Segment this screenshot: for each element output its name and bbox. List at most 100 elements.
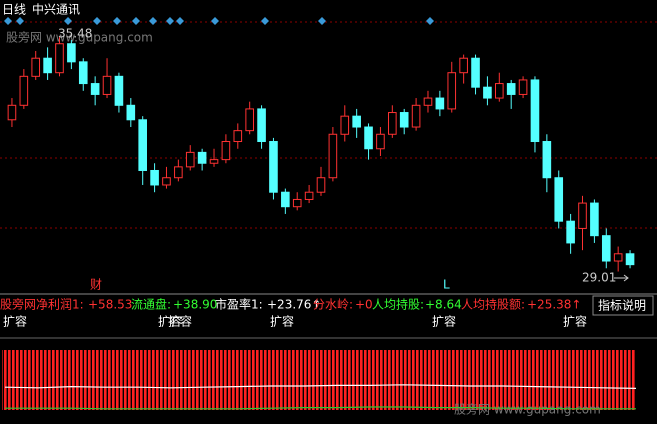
candle-body	[281, 191, 290, 208]
event-label: 扩容	[168, 314, 192, 329]
candle-body	[162, 177, 171, 186]
high-label: 35.48	[58, 27, 92, 41]
signal-diamond	[113, 17, 121, 25]
candle-body	[233, 130, 243, 143]
candle-body	[542, 141, 552, 179]
candle-body	[554, 177, 564, 222]
low-label: 29.01	[582, 271, 616, 285]
candle-body	[518, 79, 528, 95]
candle-body	[506, 83, 516, 95]
candle-body	[43, 57, 52, 74]
candle-body	[447, 72, 457, 110]
candle-body	[352, 115, 361, 128]
candle-body	[601, 235, 611, 262]
candle-body	[483, 86, 492, 99]
indicator-label: 人均持股额:	[461, 297, 525, 312]
candle-body	[78, 61, 88, 85]
indicator-line	[4, 384, 637, 389]
signal-diamond	[318, 17, 326, 25]
candle-body	[423, 97, 433, 106]
signal-diamond	[166, 17, 174, 25]
watermark: 股旁网 www.gupang.com	[454, 402, 601, 417]
candle-body	[316, 177, 326, 193]
indicator-value: +58.53	[88, 298, 132, 312]
indicator-label: 分水岭:	[313, 298, 353, 312]
candle-body	[257, 108, 266, 143]
signal-diamond	[426, 17, 434, 25]
candle-body	[471, 57, 480, 88]
candle-body	[459, 57, 468, 74]
candle-body	[613, 253, 623, 262]
candle-body	[7, 104, 17, 121]
candle-body	[625, 253, 635, 266]
candle-body	[221, 141, 231, 161]
indicator-line	[5, 406, 636, 410]
signal-marker: L	[443, 278, 450, 292]
indicator-value: +38.90	[173, 298, 217, 312]
candle-body	[566, 220, 575, 244]
candle-body	[102, 75, 112, 95]
candle-body	[304, 191, 314, 200]
candle-body	[174, 166, 183, 179]
candle-body	[328, 133, 338, 179]
indicator-label: 人均持股:	[372, 297, 424, 312]
finance-marker: 财	[90, 278, 102, 292]
signal-diamond	[261, 17, 269, 25]
candle-body	[411, 104, 421, 128]
candle-body	[55, 43, 64, 74]
signal-diamond	[211, 17, 219, 25]
indicator-button-label[interactable]: 指标说明	[598, 298, 646, 313]
candle-body	[269, 141, 278, 193]
watermark: 股旁网 www.gupang.com	[6, 30, 153, 45]
candle-body	[90, 83, 100, 95]
indicator-value: +0	[355, 298, 373, 312]
chart-subtitle: 中兴通讯	[32, 2, 80, 17]
candle-body	[114, 75, 124, 106]
indicator-label: 市盈率1:	[215, 297, 263, 312]
indicator-source: 股旁网	[0, 297, 36, 312]
candle-body	[126, 104, 136, 121]
signal-diamond	[64, 17, 72, 25]
signal-diamond	[4, 17, 12, 25]
candle-body	[340, 115, 350, 135]
candle-body	[67, 43, 76, 63]
signal-diamond	[176, 17, 184, 25]
candle-body	[435, 97, 445, 110]
lower-panel-bars	[2, 350, 636, 410]
candle-body	[245, 108, 254, 132]
candle-body	[138, 119, 148, 171]
signal-diamond	[132, 17, 140, 25]
signal-diamond	[93, 17, 101, 25]
candle-body	[399, 112, 409, 128]
candle-body	[578, 202, 587, 229]
candle-body	[364, 126, 373, 150]
candle-body	[19, 75, 29, 106]
indicator-value: +25.38↑	[527, 298, 581, 312]
indicator-value: +8.64	[425, 298, 462, 312]
low-arrow	[614, 274, 629, 282]
candle-body	[590, 202, 599, 237]
event-label: 扩容	[158, 314, 182, 329]
candle-body	[376, 133, 385, 150]
candle-body	[185, 151, 195, 168]
chart-title: 日线	[2, 3, 26, 17]
event-label: 扩容	[3, 314, 27, 329]
event-label: 扩容	[270, 314, 294, 329]
signal-diamond	[16, 17, 24, 25]
candle-body	[388, 112, 397, 135]
indicator-button[interactable]	[592, 295, 654, 316]
indicator-label: 净利润1:	[36, 298, 84, 312]
candle-body	[292, 198, 302, 208]
event-label: 扩容	[432, 314, 456, 329]
event-label: 扩容	[563, 314, 587, 329]
candle-body	[494, 83, 504, 99]
candle-body	[197, 151, 207, 164]
signal-diamond	[149, 17, 157, 25]
indicator-value: +23.76↑	[267, 298, 321, 312]
candle-body	[31, 57, 41, 77]
indicator-label: 流通盘:	[131, 297, 171, 312]
candle-body	[150, 169, 159, 186]
candle-body	[209, 159, 219, 164]
candle-body	[530, 79, 540, 143]
